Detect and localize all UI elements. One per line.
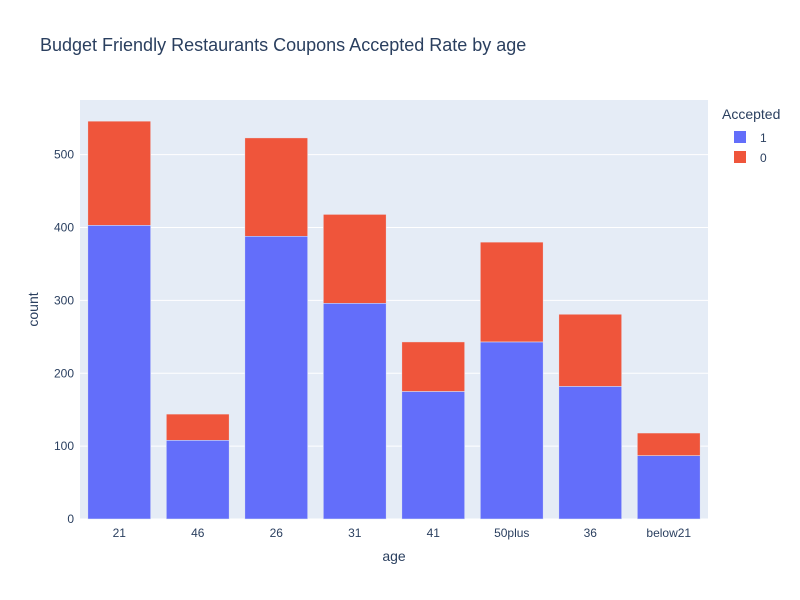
x-tick-label: 41 bbox=[427, 526, 441, 540]
bar-segment-0-21[interactable] bbox=[87, 120, 151, 226]
y-axis-title: count bbox=[25, 292, 41, 326]
x-axis-ticks: 21 46 26 31 41 50plus 36 below21 bbox=[113, 526, 692, 540]
y-tick-label: 400 bbox=[54, 221, 74, 235]
bar-segment-0-36[interactable] bbox=[558, 313, 622, 387]
legend-items: 10 bbox=[734, 131, 767, 165]
y-tick-label: 500 bbox=[54, 148, 74, 162]
bar-segment-1-21[interactable] bbox=[87, 225, 151, 520]
bar-segment-1-41[interactable] bbox=[401, 391, 465, 520]
x-tick-label: 46 bbox=[191, 526, 205, 540]
bar-segment-1-below21[interactable] bbox=[637, 455, 701, 520]
bar-segment-0-31[interactable] bbox=[323, 214, 387, 304]
x-tick-label: 31 bbox=[348, 526, 362, 540]
bar-segment-0-50plus[interactable] bbox=[480, 241, 544, 343]
bar-segment-1-26[interactable] bbox=[244, 236, 308, 520]
x-tick-label: 36 bbox=[584, 526, 598, 540]
bar-segment-1-31[interactable] bbox=[323, 303, 387, 520]
legend-title: Accepted bbox=[722, 106, 780, 122]
x-axis-title: age bbox=[382, 548, 406, 564]
y-axis-ticks: 0 100 200 300 400 500 bbox=[54, 148, 74, 526]
x-tick-label: 50plus bbox=[494, 526, 529, 540]
y-tick-label: 200 bbox=[54, 366, 74, 380]
legend-swatch[interactable] bbox=[734, 151, 746, 163]
y-tick-label: 0 bbox=[67, 512, 74, 526]
bar-segment-1-50plus[interactable] bbox=[480, 341, 544, 520]
bar-segment-1-36[interactable] bbox=[558, 386, 622, 520]
legend: Accepted 10 bbox=[722, 106, 780, 165]
legend-label[interactable]: 1 bbox=[760, 131, 767, 145]
x-tick-label: 26 bbox=[270, 526, 284, 540]
bar-segment-0-46[interactable] bbox=[166, 413, 230, 441]
y-tick-label: 100 bbox=[54, 439, 74, 453]
bar-segment-0-26[interactable] bbox=[244, 137, 308, 237]
chart-title: Budget Friendly Restaurants Coupons Acce… bbox=[40, 35, 526, 55]
bar-segment-0-41[interactable] bbox=[401, 341, 465, 392]
legend-label[interactable]: 0 bbox=[760, 151, 767, 165]
bar-segment-0-below21[interactable] bbox=[637, 432, 701, 456]
x-tick-label: 21 bbox=[113, 526, 127, 540]
legend-swatch[interactable] bbox=[734, 131, 746, 143]
bar-segment-1-46[interactable] bbox=[166, 440, 230, 520]
bars-group bbox=[87, 120, 701, 520]
x-tick-label: below21 bbox=[646, 526, 691, 540]
y-tick-label: 300 bbox=[54, 293, 74, 307]
